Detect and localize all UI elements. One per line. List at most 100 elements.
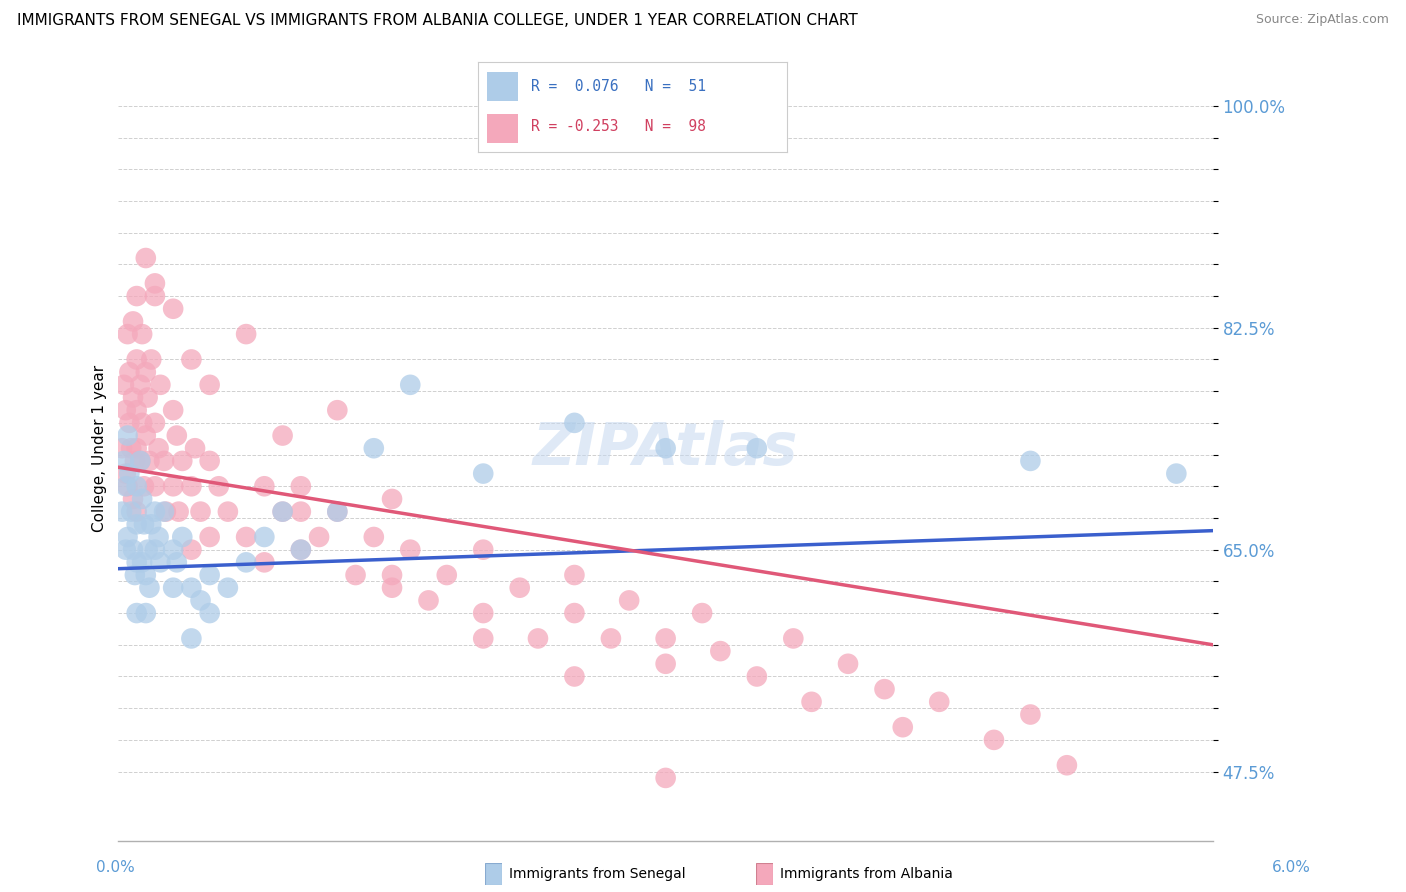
- Point: [290, 542, 312, 557]
- Point: [122, 491, 145, 506]
- Point: [180, 352, 202, 367]
- Point: [112, 454, 135, 468]
- Point: [125, 442, 148, 456]
- Point: [118, 365, 141, 379]
- Point: [125, 403, 148, 417]
- Point: [198, 568, 221, 582]
- Point: [290, 505, 312, 519]
- Point: [114, 403, 136, 417]
- Point: [153, 454, 176, 468]
- Point: [143, 277, 166, 291]
- Point: [117, 327, 139, 342]
- Point: [235, 555, 257, 569]
- Point: [928, 695, 950, 709]
- Point: [290, 542, 312, 557]
- Point: [114, 479, 136, 493]
- Point: [564, 568, 586, 582]
- Point: [162, 403, 184, 417]
- Point: [709, 644, 731, 658]
- Point: [162, 581, 184, 595]
- Point: [198, 377, 221, 392]
- Point: [132, 479, 155, 493]
- Point: [180, 542, 202, 557]
- Point: [118, 416, 141, 430]
- Point: [112, 377, 135, 392]
- Point: [271, 505, 294, 519]
- Point: [363, 442, 385, 456]
- Point: [129, 377, 152, 392]
- Point: [180, 479, 202, 493]
- Point: [381, 568, 404, 582]
- Point: [190, 593, 212, 607]
- Point: [527, 632, 550, 646]
- Point: [690, 606, 713, 620]
- Point: [131, 327, 153, 342]
- Point: [217, 505, 239, 519]
- Point: [344, 568, 367, 582]
- Point: [436, 568, 458, 582]
- Point: [114, 467, 136, 481]
- Point: [381, 491, 404, 506]
- Point: [381, 581, 404, 595]
- Point: [129, 454, 152, 468]
- Point: [800, 695, 823, 709]
- Point: [253, 530, 276, 544]
- Text: Source: ZipAtlas.com: Source: ZipAtlas.com: [1256, 13, 1389, 27]
- Point: [114, 542, 136, 557]
- Point: [135, 365, 157, 379]
- Point: [143, 542, 166, 557]
- Point: [180, 581, 202, 595]
- Point: [125, 517, 148, 532]
- Point: [564, 606, 586, 620]
- Point: [120, 505, 142, 519]
- Text: R =  0.076   N =  51: R = 0.076 N = 51: [530, 79, 706, 94]
- Point: [131, 555, 153, 569]
- Point: [118, 467, 141, 481]
- Point: [162, 542, 184, 557]
- Point: [125, 352, 148, 367]
- Point: [143, 505, 166, 519]
- Point: [125, 505, 148, 519]
- Point: [399, 377, 422, 392]
- Point: [124, 568, 146, 582]
- Point: [472, 632, 495, 646]
- Point: [198, 530, 221, 544]
- Point: [135, 251, 157, 265]
- Point: [131, 491, 153, 506]
- Point: [363, 530, 385, 544]
- Point: [654, 657, 676, 671]
- Point: [162, 479, 184, 493]
- Point: [253, 479, 276, 493]
- Point: [122, 542, 145, 557]
- Point: [136, 391, 159, 405]
- Bar: [488, 114, 519, 143]
- Point: [654, 442, 676, 456]
- Text: 0.0%: 0.0%: [96, 861, 135, 875]
- Point: [135, 428, 157, 442]
- Point: [143, 289, 166, 303]
- Point: [135, 606, 157, 620]
- Point: [271, 505, 294, 519]
- Point: [141, 517, 163, 532]
- Point: [564, 669, 586, 683]
- Point: [135, 568, 157, 582]
- Point: [122, 314, 145, 328]
- Point: [172, 454, 194, 468]
- Point: [111, 505, 134, 519]
- Point: [399, 542, 422, 557]
- Point: [149, 555, 172, 569]
- Point: [1019, 707, 1042, 722]
- Text: Immigrants from Senegal: Immigrants from Senegal: [509, 867, 686, 881]
- Point: [326, 403, 349, 417]
- Point: [117, 530, 139, 544]
- Point: [198, 454, 221, 468]
- Point: [125, 555, 148, 569]
- Text: 6.0%: 6.0%: [1271, 861, 1310, 875]
- Point: [326, 505, 349, 519]
- Point: [1166, 467, 1188, 481]
- Point: [167, 505, 190, 519]
- Point: [149, 377, 172, 392]
- Point: [217, 581, 239, 595]
- Y-axis label: College, Under 1 year: College, Under 1 year: [93, 365, 107, 532]
- Point: [873, 682, 896, 697]
